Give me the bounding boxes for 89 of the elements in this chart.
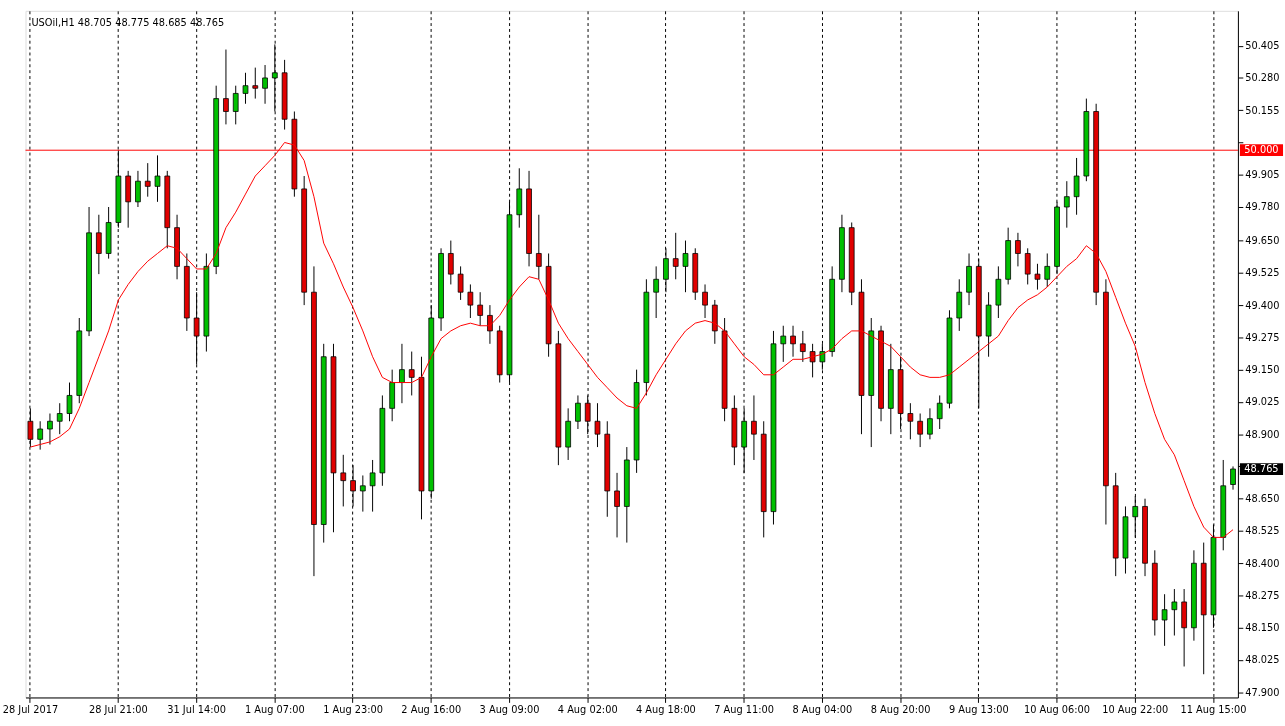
candlestick bbox=[232, 85, 239, 125]
y-tick-label: 48.150 bbox=[1245, 622, 1280, 634]
candlestick bbox=[1161, 593, 1168, 647]
candlestick bbox=[917, 413, 923, 448]
candlestick bbox=[144, 162, 151, 198]
candlestick bbox=[751, 394, 757, 461]
x-tick-label: 11 Aug 15:00 bbox=[1180, 703, 1247, 715]
x-tick-label: 8 Aug 04:00 bbox=[792, 703, 853, 715]
y-tick-label: 48.025 bbox=[1245, 654, 1280, 666]
candlestick bbox=[1044, 252, 1051, 288]
candlestick bbox=[447, 240, 454, 285]
candlestick bbox=[467, 283, 474, 319]
x-tick-label: 4 Aug 02:00 bbox=[557, 703, 618, 715]
x-tick-label: 10 Aug 22:00 bbox=[1102, 703, 1169, 715]
candlestick bbox=[653, 265, 659, 319]
candlestick bbox=[575, 394, 581, 430]
candlestick bbox=[340, 454, 347, 507]
candlestick bbox=[369, 459, 376, 513]
y-tick-label: 49.650 bbox=[1245, 235, 1280, 246]
candlestick bbox=[223, 49, 229, 125]
candlestick bbox=[135, 170, 141, 208]
ref-line-label: 50.000 bbox=[1244, 144, 1279, 156]
candlestick bbox=[1132, 495, 1139, 538]
x-tick-label: 10 Aug 06:00 bbox=[1024, 703, 1091, 715]
candlestick bbox=[96, 214, 102, 275]
x-tick-label: 28 Jul 21:00 bbox=[89, 703, 148, 715]
y-tick-label: 48.525 bbox=[1245, 525, 1280, 537]
y-tick-label: 50.405 bbox=[1245, 40, 1280, 52]
candlestick bbox=[487, 304, 493, 345]
candlestick bbox=[594, 402, 601, 448]
candlestick bbox=[1024, 247, 1031, 285]
x-tick-label: 28 Jul 2017 bbox=[2, 703, 59, 715]
candlestick bbox=[1171, 588, 1178, 636]
candlestick bbox=[262, 64, 268, 105]
candlestick bbox=[1063, 180, 1070, 229]
y-tick-label: 50.155 bbox=[1245, 104, 1280, 116]
candlestick bbox=[1034, 263, 1041, 291]
y-tick-label: 49.905 bbox=[1245, 169, 1280, 181]
candlestick bbox=[907, 402, 914, 440]
x-tick-label: 1 Aug 07:00 bbox=[244, 703, 305, 715]
candlestick bbox=[37, 420, 43, 451]
candlestick bbox=[702, 283, 708, 319]
y-tick-label: 47.900 bbox=[1245, 686, 1280, 698]
candlestick bbox=[252, 67, 259, 100]
candlestick bbox=[809, 343, 816, 378]
y-tick-label: 49.275 bbox=[1245, 331, 1280, 343]
y-tick-label: 49.150 bbox=[1245, 364, 1280, 376]
x-tick-label: 7 Aug 11:00 bbox=[714, 703, 775, 715]
candlestick bbox=[408, 351, 415, 396]
candlestick bbox=[614, 472, 620, 538]
candlestick bbox=[457, 265, 464, 301]
y-tick-label: 49.400 bbox=[1245, 299, 1280, 311]
y-tick-label: 48.900 bbox=[1245, 428, 1280, 440]
candlestick bbox=[66, 382, 73, 422]
candlestick bbox=[1230, 465, 1236, 491]
x-tick-label: 8 Aug 20:00 bbox=[870, 703, 931, 715]
candlestick bbox=[936, 394, 943, 430]
x-tick-label: 31 Jul 14:00 bbox=[167, 703, 226, 715]
candlestick bbox=[154, 154, 161, 203]
text: USOil,H1 48.705 48.775 48.685 48.765 bbox=[31, 16, 225, 28]
line-series bbox=[29, 141, 1234, 538]
candlestick bbox=[790, 325, 796, 358]
candlestick bbox=[242, 72, 249, 105]
candlestick bbox=[399, 343, 405, 404]
y-tick-label: 49.780 bbox=[1245, 201, 1280, 213]
candlestick bbox=[359, 474, 366, 513]
y-tick-label: 48.400 bbox=[1245, 557, 1280, 569]
text: 48.765 bbox=[1244, 462, 1279, 474]
candlestick bbox=[780, 325, 787, 363]
candlestick bbox=[927, 407, 933, 440]
candlestick bbox=[47, 413, 53, 445]
candlestick bbox=[1015, 232, 1021, 267]
candlestick bbox=[1073, 157, 1080, 216]
y-tick-label: 49.525 bbox=[1245, 267, 1280, 279]
x-tick-label: 3 Aug 09:00 bbox=[479, 703, 540, 715]
candlestick bbox=[535, 214, 542, 280]
candlestick bbox=[672, 232, 679, 280]
candlestick bbox=[477, 291, 483, 327]
x-tick-label: 2 Aug 16:00 bbox=[401, 703, 462, 715]
x-tick-label: 1 Aug 23:00 bbox=[323, 703, 383, 715]
x-tick-label: 4 Aug 18:00 bbox=[636, 703, 696, 715]
y-tick-label: 49.025 bbox=[1245, 396, 1280, 408]
y-tick-label: 48.275 bbox=[1245, 589, 1280, 601]
candlestick bbox=[799, 330, 806, 363]
y-tick-label: 48.650 bbox=[1245, 493, 1280, 505]
y-tick-label: 50.280 bbox=[1245, 72, 1280, 84]
candlestick bbox=[56, 402, 63, 435]
candlestick bbox=[682, 240, 689, 293]
x-tick-label: 9 Aug 13:00 bbox=[948, 703, 1009, 715]
